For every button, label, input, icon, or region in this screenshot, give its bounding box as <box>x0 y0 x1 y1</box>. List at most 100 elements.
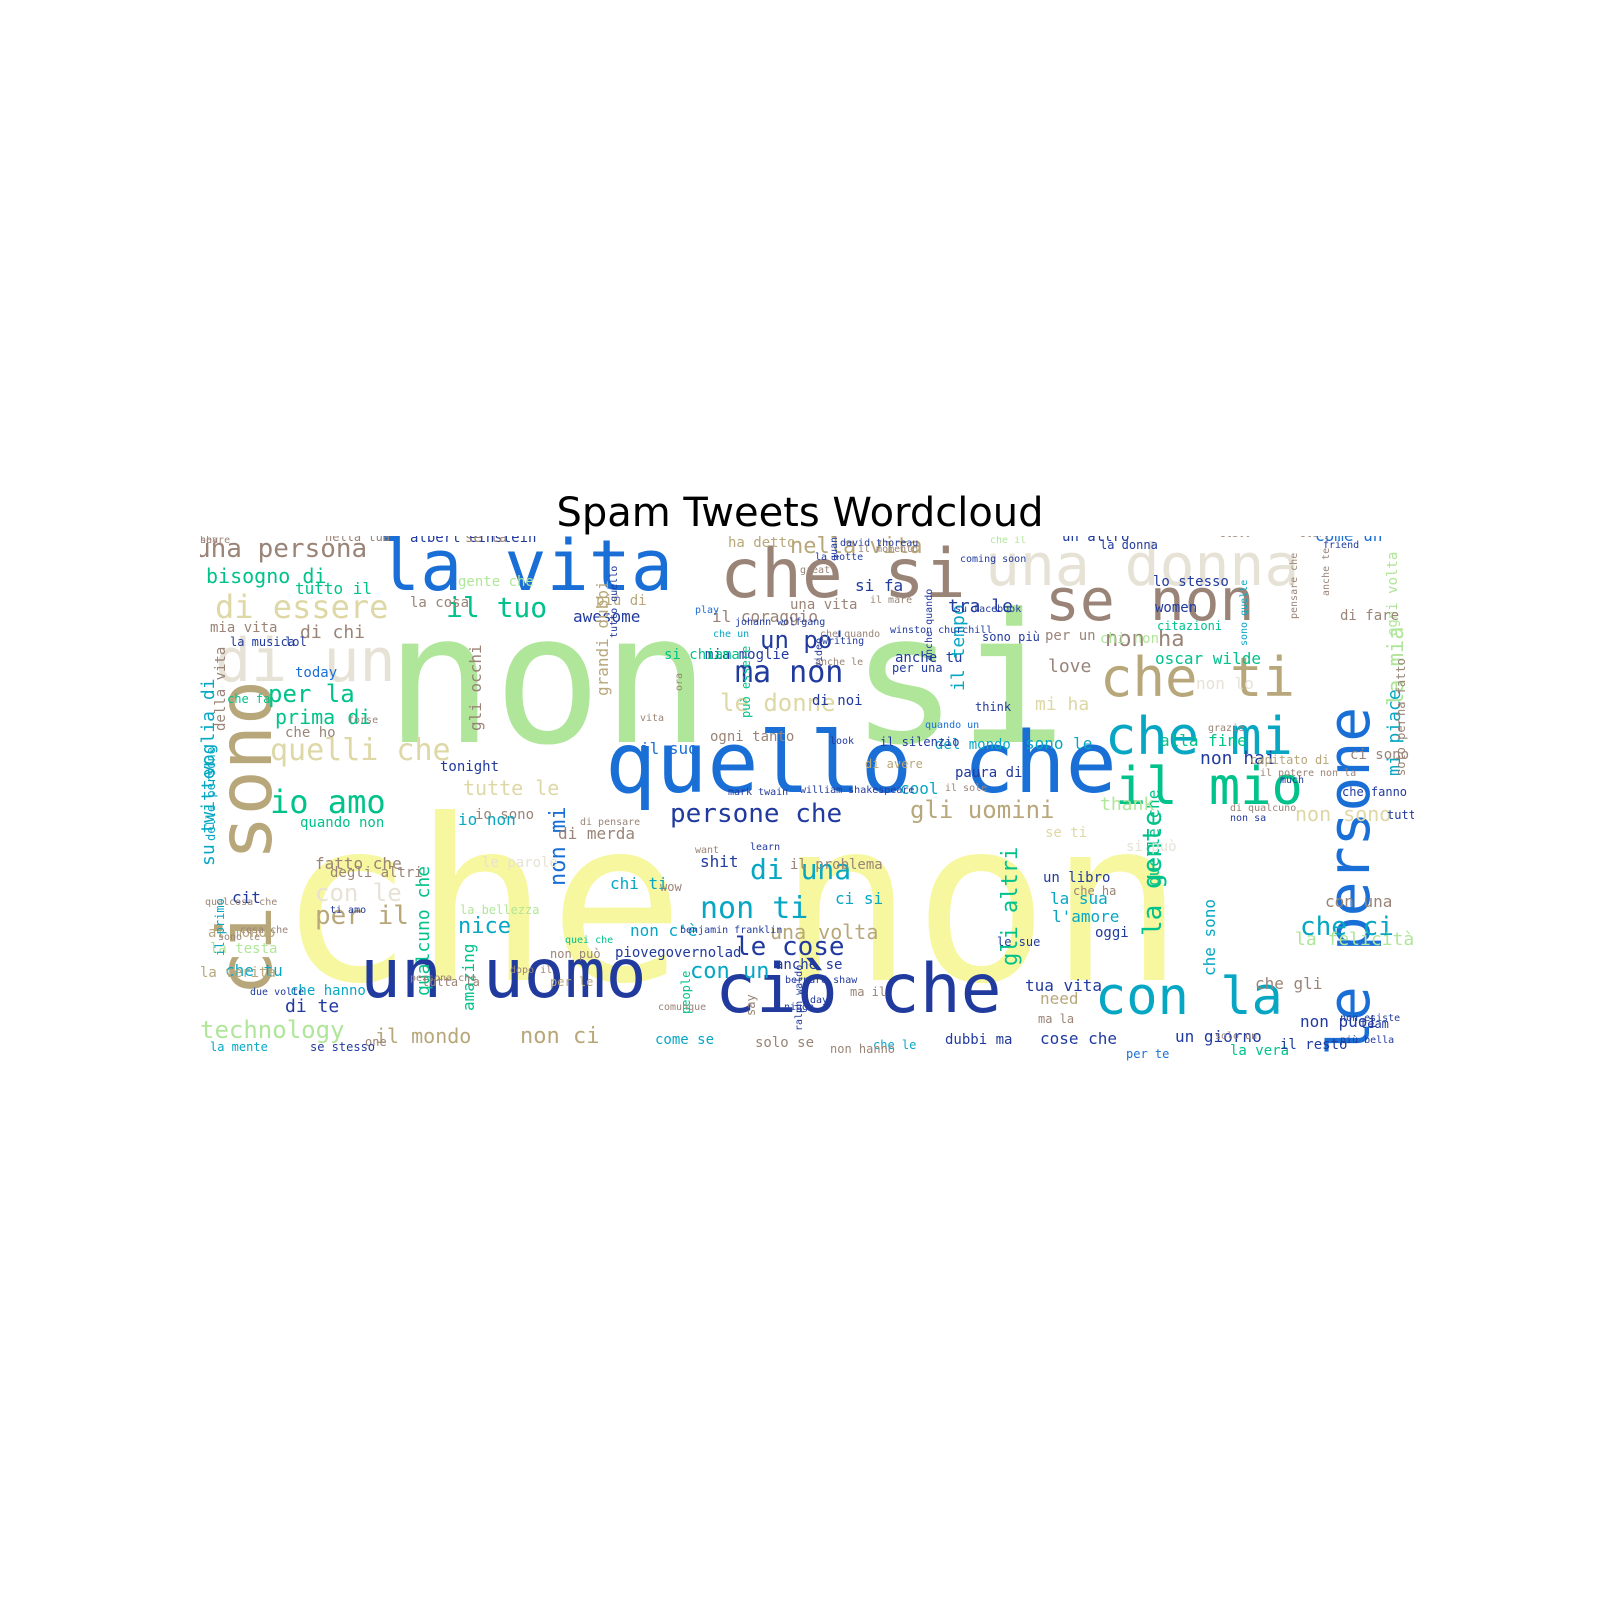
word: dopo il <box>510 965 553 976</box>
word: io amo <box>270 783 386 821</box>
word: tutti gli <box>1387 808 1414 822</box>
word: quando non <box>300 815 385 831</box>
word: il coraggio <box>712 607 818 626</box>
word: il tuo <box>446 591 548 624</box>
word: non esiste <box>1340 1013 1401 1024</box>
word: quei che <box>565 935 614 946</box>
word: una donna <box>985 536 1300 599</box>
word: il mio <box>1115 757 1303 817</box>
word: still <box>1220 536 1250 540</box>
word: david thoreau <box>840 538 919 549</box>
word: nella tua <box>325 536 391 544</box>
word: pensare che <box>1289 552 1300 619</box>
word: learn <box>750 842 781 853</box>
word: look <box>830 736 855 747</box>
word: per una <box>892 661 943 675</box>
word: per il <box>315 901 409 931</box>
word: solo un <box>1215 1031 1258 1042</box>
word: che mi <box>1105 707 1293 767</box>
word: il silenzio <box>880 735 960 749</box>
word: writing <box>822 636 865 647</box>
word: un po' <box>760 626 847 654</box>
word: su facebook <box>955 604 1022 615</box>
word: ora <box>674 672 685 691</box>
word: che il <box>990 536 1027 546</box>
word: love <box>1048 656 1092 677</box>
word: che fa <box>227 692 271 706</box>
word: della vita <box>213 646 229 731</box>
word: coming soon <box>960 554 1027 565</box>
word: il problema <box>790 857 883 873</box>
word: nigga <box>784 1002 815 1013</box>
word: la notte <box>815 552 864 563</box>
word: la mente <box>210 1040 268 1054</box>
word: non puoi <box>1300 1012 1378 1031</box>
word: sono quelle <box>1239 579 1250 646</box>
word: non hai <box>1200 748 1276 769</box>
word: al mondo <box>208 925 276 941</box>
word: quello che <box>605 714 1117 813</box>
word: la musica <box>230 635 296 649</box>
word: non lo <box>1196 674 1254 693</box>
word: non può <box>550 947 601 961</box>
word: ci si <box>835 889 884 908</box>
word: nella vita <box>790 536 923 559</box>
word: capitato di <box>1250 753 1330 767</box>
word: tutto il <box>295 579 373 598</box>
word: l'amore <box>1052 907 1120 926</box>
word: più di <box>596 593 647 609</box>
word: mia moglie <box>705 647 790 663</box>
word: women <box>1155 600 1198 616</box>
word: gli uomini <box>910 796 1055 824</box>
word: il potere <box>1260 768 1315 779</box>
word: much <box>1280 775 1305 786</box>
word: day <box>810 995 829 1006</box>
word: fatto che <box>315 854 402 873</box>
word: tonight <box>440 759 500 775</box>
word: come se <box>655 1032 715 1048</box>
word: che le <box>873 1038 917 1052</box>
word: mia vita <box>210 620 278 636</box>
word: che un <box>713 629 750 640</box>
word: la sua <box>1050 889 1108 908</box>
word: che ho <box>285 725 336 741</box>
word: con la <box>1095 967 1283 1027</box>
word: persona che <box>410 973 477 984</box>
word: ti amo <box>330 905 367 916</box>
word: sono più <box>982 630 1040 644</box>
word: che fanno <box>1342 785 1408 799</box>
word: di avere <box>865 757 923 771</box>
word: la vita <box>378 536 674 607</box>
word: piovegovernolad <box>615 945 742 961</box>
word: friend <box>1323 540 1360 551</box>
word: play <box>695 605 720 616</box>
word: che si <box>720 536 966 614</box>
word: non mi <box>546 806 571 886</box>
word: think <box>975 700 1012 714</box>
word: si <box>850 576 1067 785</box>
word: si chiama <box>664 647 740 663</box>
word: che tu <box>225 961 283 980</box>
word: shit <box>700 852 739 871</box>
word: benjamin franklin <box>680 925 783 936</box>
word: il mondo <box>375 1024 472 1048</box>
word: non c'è <box>630 921 698 940</box>
word: di pensare <box>580 817 641 828</box>
word: di noi <box>812 693 863 709</box>
word: citazioni <box>1157 619 1223 633</box>
word: un uomo <box>360 935 647 1014</box>
word: con un <box>690 959 770 984</box>
word: io sono <box>475 807 535 823</box>
word: qualcosa che <box>205 897 278 908</box>
word: cit <box>232 888 261 907</box>
word: cool <box>900 779 939 798</box>
word: di essere <box>215 588 389 626</box>
word: le parole <box>482 855 558 871</box>
word: del mondo <box>935 737 1011 753</box>
word: chi ti <box>610 874 668 893</box>
word: che <box>278 772 685 1034</box>
word: il momento <box>858 544 919 555</box>
word: grazie <box>1208 723 1245 734</box>
word: prima di <box>275 705 372 729</box>
word: story <box>1300 536 1330 540</box>
